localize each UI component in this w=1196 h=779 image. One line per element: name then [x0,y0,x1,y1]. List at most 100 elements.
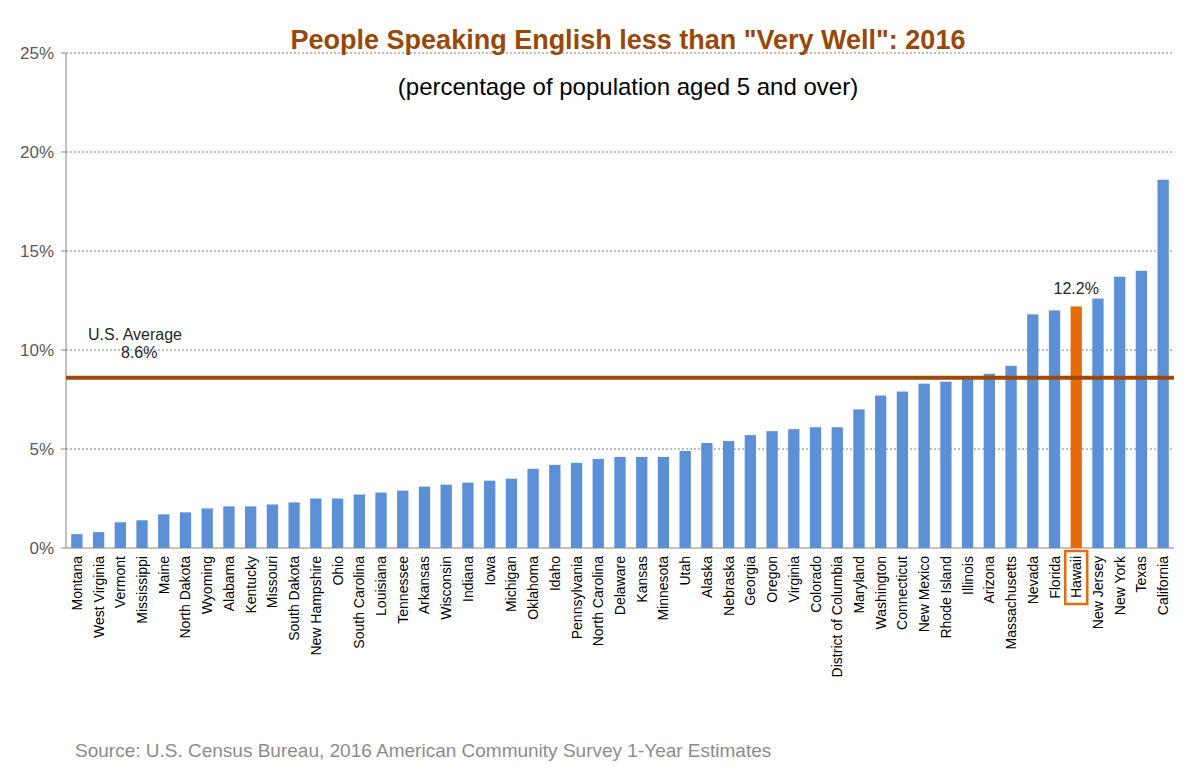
bar [158,514,169,548]
x-tick-label: Indiana [460,556,476,602]
x-tick-label: Arizona [981,556,997,604]
x-tick-label: Missouri [264,556,280,608]
y-tick-label: 0% [29,539,54,558]
x-tick-label: Utah [677,556,693,586]
reference-value: 8.6% [121,344,157,361]
x-tick-label: Kentucky [243,556,259,614]
bar [288,502,299,548]
bar [245,506,256,548]
bar [636,457,647,548]
bars [71,180,1169,548]
x-tick-label: Rhode Island [938,556,954,639]
x-tick-label: Florida [1047,556,1063,599]
x-tick-label: Oklahoma [525,556,541,620]
x-tick-label: California [1155,556,1171,615]
x-tick-label: Tennessee [395,556,411,624]
x-tick-label: Delaware [612,556,628,615]
bar [419,487,430,548]
x-tick-label: Montana [69,556,85,611]
bar [1092,299,1103,548]
x-tick-label: Kansas [634,556,650,603]
x-tick-label: Arkansas [416,556,432,614]
bar [745,435,756,548]
bar [441,485,452,548]
bar [701,443,712,548]
x-tick-label: Minnesota [655,556,671,621]
x-tick-label: West Virginia [91,556,107,638]
bar [614,457,625,548]
bar [310,499,321,549]
bar [136,520,147,548]
x-tick-label: South Dakota [286,556,302,641]
bar [180,512,191,548]
x-tick-label: New York [1112,555,1128,615]
x-tick-label: New Hampshire [308,556,324,656]
bar [549,465,560,548]
x-tick-label: Connecticut [894,556,910,630]
bar [962,378,973,548]
x-tick-label: Vermont [112,556,128,608]
bar [332,499,343,549]
bar [897,392,908,548]
x-tick-label: Alabama [221,556,237,611]
x-tick-label: North Carolina [590,556,606,646]
y-tick-label: 20% [20,143,54,162]
bar [1157,180,1168,548]
x-tick-label: Georgia [742,556,758,606]
x-tick-label: Maryland [851,556,867,614]
tick-mark [61,548,66,549]
x-tick-label: Massachusetts [1003,556,1019,649]
reference-line [66,376,1174,380]
grid-line [66,251,1174,252]
tick-mark [61,251,66,252]
x-tick-label: Virginia [786,556,802,603]
x-tick-label: Hawaii [1068,556,1084,598]
bar [202,508,213,548]
bar [223,506,234,548]
bar [484,481,495,548]
source: Source: U.S. Census Bureau, 2016 America… [75,740,771,761]
tick-mark [61,53,66,54]
bar [1027,314,1038,548]
bar [853,409,864,548]
x-tick-label: Alaska [699,556,715,598]
data-label: 12.2% [1054,280,1099,297]
x-tick-label: Nevada [1025,556,1041,604]
y-tick-label: 15% [20,242,54,261]
x-tick-label: Wyoming [199,556,215,614]
subtitle: (percentage of population aged 5 and ove… [398,73,858,100]
bar [1005,366,1016,548]
highlight-box [1065,551,1087,604]
x-tick-label: Wisconsin [438,556,454,620]
x-tick-label: Nebraska [721,556,737,616]
tick-mark [61,350,66,351]
tick-mark [61,152,66,153]
x-tick-label: North Dakota [177,556,193,639]
x-tick-label: Pennsylvania [569,556,585,639]
bar [462,483,473,548]
x-tick-label: Louisiana [373,556,389,616]
reference-label: U.S. Average [88,326,182,343]
bar [1071,306,1082,548]
bar [93,532,104,548]
x-tick-label: Mississippi [134,556,150,624]
y-tick-label: 10% [20,341,54,360]
x-tick-label: Iowa [482,556,498,586]
bar [506,479,517,548]
grid-line [66,152,1174,153]
bar [919,384,930,548]
x-tick-label: Idaho [547,556,563,591]
x-tick-label: Colorado [808,556,824,613]
x-tick-label: Ohio [330,556,346,586]
bar [593,459,604,548]
x-tick-label: New Jersey [1090,556,1106,629]
x-tick-label: South Carolina [351,556,367,649]
bar [875,396,886,548]
bar [658,457,669,548]
bar [397,491,408,548]
bar [1136,271,1147,548]
bar [832,427,843,548]
y-tick-label: 5% [29,440,54,459]
x-tick-label: New Mexico [916,556,932,632]
bar [766,431,777,548]
